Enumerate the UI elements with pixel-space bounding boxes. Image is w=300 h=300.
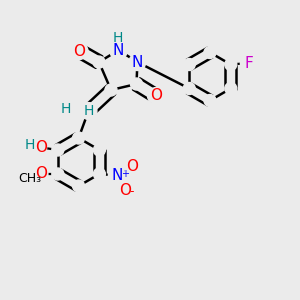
- Circle shape: [130, 78, 142, 90]
- Circle shape: [93, 168, 105, 180]
- Circle shape: [110, 41, 128, 59]
- Circle shape: [35, 167, 48, 181]
- Circle shape: [225, 58, 237, 70]
- Circle shape: [111, 31, 124, 44]
- Circle shape: [204, 46, 216, 58]
- Text: N: N: [111, 168, 122, 183]
- Circle shape: [124, 158, 141, 175]
- Circle shape: [148, 88, 164, 104]
- Text: O: O: [126, 159, 138, 174]
- Circle shape: [52, 168, 64, 180]
- Circle shape: [105, 84, 117, 96]
- Circle shape: [93, 144, 105, 156]
- Text: -: -: [129, 185, 134, 199]
- Text: O: O: [150, 88, 162, 104]
- Circle shape: [129, 54, 146, 70]
- Text: H: H: [113, 31, 123, 44]
- Circle shape: [204, 94, 216, 106]
- Text: O: O: [74, 44, 86, 59]
- Circle shape: [73, 180, 85, 192]
- Circle shape: [93, 56, 105, 68]
- Text: H: H: [61, 102, 71, 116]
- Circle shape: [116, 182, 133, 199]
- Circle shape: [80, 103, 97, 119]
- Text: N: N: [132, 55, 143, 70]
- Circle shape: [82, 105, 94, 117]
- Circle shape: [108, 167, 125, 184]
- Circle shape: [30, 139, 47, 155]
- Circle shape: [183, 82, 195, 94]
- Text: H: H: [83, 104, 94, 118]
- Text: O: O: [35, 140, 47, 154]
- Text: O: O: [35, 167, 47, 182]
- Text: F: F: [244, 56, 253, 70]
- Circle shape: [112, 44, 124, 56]
- Text: O: O: [119, 183, 131, 198]
- Circle shape: [73, 132, 85, 144]
- Text: N: N: [113, 43, 124, 58]
- Circle shape: [240, 55, 257, 71]
- Circle shape: [131, 56, 143, 68]
- Circle shape: [59, 102, 73, 116]
- Text: H: H: [25, 138, 35, 152]
- Text: +: +: [121, 169, 129, 179]
- Circle shape: [71, 43, 88, 59]
- Circle shape: [52, 144, 64, 156]
- Text: CH₃: CH₃: [18, 172, 41, 185]
- Circle shape: [20, 169, 38, 188]
- Circle shape: [225, 82, 237, 94]
- Circle shape: [183, 58, 195, 70]
